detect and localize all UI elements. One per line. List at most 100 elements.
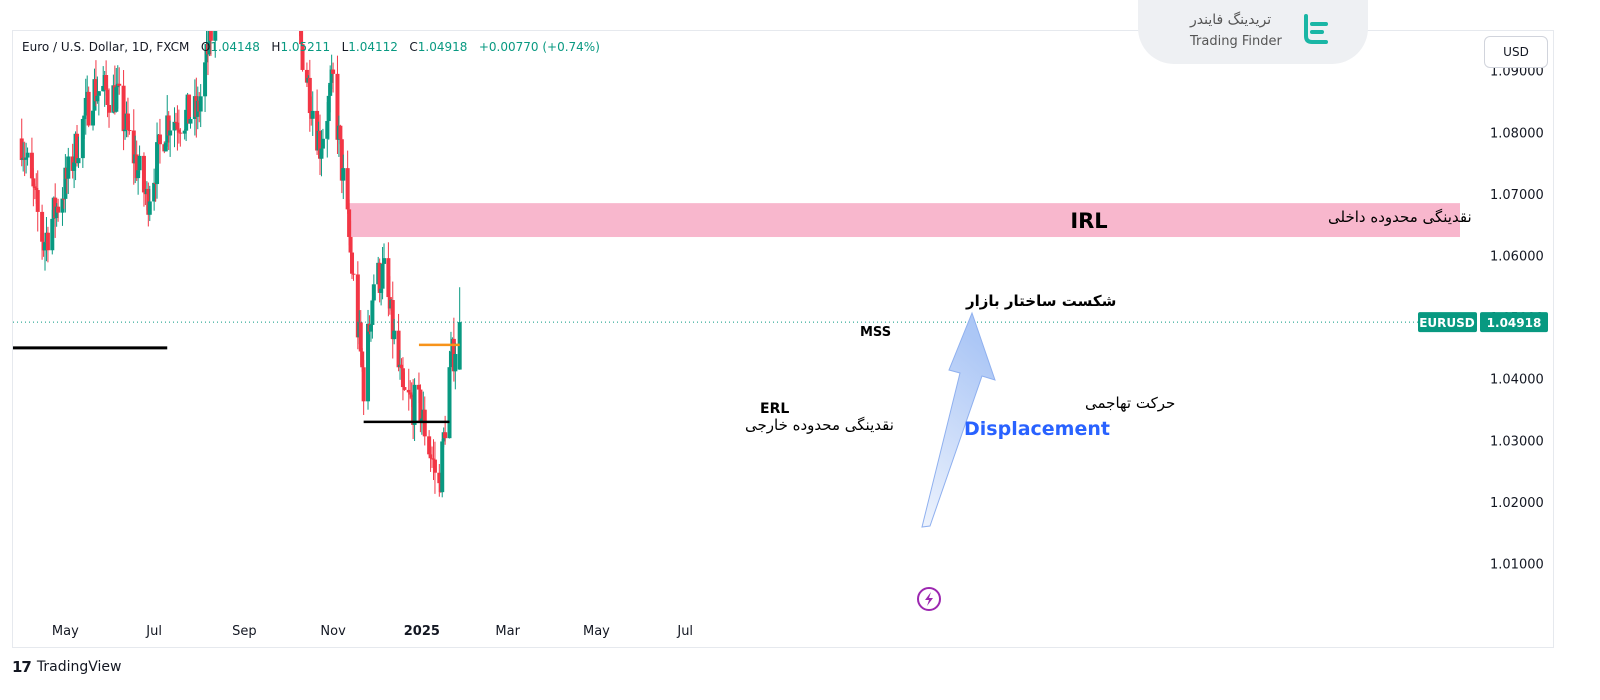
- candle: [392, 318, 397, 345]
- symbol-badge: [1418, 312, 1477, 333]
- candle: [295, 0, 299, 11]
- candle: [141, 152, 146, 207]
- displacement-arrow: [921, 311, 996, 528]
- candle: [418, 384, 423, 433]
- x-axis-label: May: [52, 624, 79, 639]
- candle: [107, 88, 112, 128]
- mss-label: MSS: [860, 325, 891, 340]
- candle: [152, 168, 157, 211]
- candle: [412, 378, 417, 441]
- x-axis-label: 2025: [404, 624, 440, 639]
- x-axis-label: Nov: [320, 624, 346, 639]
- trading-finder-logo-icon: [1304, 14, 1328, 44]
- symbol-title: Euro / U.S. Dollar, 1D, FXCM: [22, 40, 190, 54]
- candle: [361, 360, 366, 415]
- last-price-badge: [1480, 312, 1548, 333]
- y-axis-label: 1.08000: [1490, 126, 1544, 141]
- candle: [117, 67, 122, 95]
- x-axis-label: Jul: [145, 624, 162, 639]
- tradingview-logo-text: TradingView: [36, 659, 122, 675]
- candle: [341, 154, 346, 200]
- y-axis-label: 1.06000: [1490, 250, 1544, 265]
- irl-zone: [349, 203, 1461, 238]
- candle: [318, 114, 323, 175]
- candle: [182, 128, 187, 140]
- candle: [83, 78, 88, 135]
- candle: [188, 117, 193, 129]
- candle: [399, 358, 404, 369]
- candle: [80, 115, 85, 168]
- candle: [453, 342, 458, 390]
- candle: [432, 441, 437, 494]
- candle: [176, 109, 181, 144]
- candle: [351, 257, 356, 281]
- displacement-label: Displacement: [964, 418, 1110, 440]
- candle: [406, 368, 411, 411]
- candle: [331, 62, 336, 93]
- candle: [76, 136, 81, 168]
- symbol-legend: Euro / U.S. Dollar, 1D, FXCM O1.04148 H1…: [22, 40, 600, 54]
- candle: [63, 154, 68, 213]
- candle: [457, 287, 462, 370]
- candle: [390, 281, 395, 359]
- x-axis-label: Mar: [495, 624, 520, 639]
- candle: [339, 138, 344, 194]
- candle: [157, 118, 162, 164]
- candle: [45, 226, 50, 263]
- candle: [377, 258, 382, 303]
- candle: [137, 145, 142, 175]
- irl-label-fa: نقدینگی محدوده داخلی: [1328, 208, 1472, 226]
- y-axis-label: 1.04000: [1490, 373, 1544, 388]
- irl-label: IRL: [1070, 209, 1107, 233]
- tradingview-logo-icon: 17: [12, 658, 32, 676]
- candle: [400, 357, 405, 401]
- candle: [296, 0, 300, 16]
- y-axis-label: 1.01000: [1490, 558, 1544, 573]
- candle: [86, 86, 91, 128]
- open-value: 1.04148: [210, 40, 260, 54]
- brand-tab: [1138, 0, 1368, 64]
- close-label: C: [409, 40, 418, 54]
- candle: [299, 31, 301, 37]
- candle: [66, 147, 71, 194]
- candle: [104, 60, 109, 96]
- symbol-badge-label: EURUSD: [1419, 316, 1475, 330]
- candle: [350, 241, 355, 279]
- low-value: 1.04112: [348, 40, 398, 54]
- candle: [213, 31, 218, 58]
- candle: [380, 246, 385, 300]
- erl-label-fa: نقدینگی محدوده خارجی: [745, 416, 894, 434]
- close-value: 1.04918: [417, 40, 468, 54]
- candle: [382, 243, 387, 267]
- tradingview-logo[interactable]: 17 TradingView: [12, 658, 121, 676]
- candle: [175, 105, 180, 151]
- high-value: 1.05211: [280, 40, 331, 54]
- lightning-event-icon[interactable]: [917, 587, 941, 611]
- last-price-badge-label: 1.04918: [1487, 316, 1542, 330]
- candle: [431, 439, 436, 481]
- candle: [319, 130, 324, 177]
- candle: [371, 274, 376, 303]
- y-axis-label: 1.02000: [1490, 496, 1544, 511]
- candle: [345, 150, 350, 214]
- candle: [168, 120, 173, 157]
- candle: [187, 94, 192, 124]
- candle: [24, 142, 29, 174]
- candle: [396, 313, 401, 372]
- mss-label-fa: شکست ساختار بازار: [965, 292, 1116, 310]
- candle: [310, 91, 315, 136]
- candle: [173, 112, 178, 124]
- candle: [368, 323, 373, 342]
- candle: [95, 76, 100, 104]
- candle: [32, 183, 37, 200]
- candle: [147, 185, 152, 222]
- candle: [216, 0, 220, 28]
- currency-button[interactable]: USD: [1484, 36, 1548, 68]
- open-label: O: [200, 40, 211, 54]
- candle: [114, 67, 119, 113]
- candle: [290, 0, 294, 1]
- candle: [29, 137, 34, 180]
- candle: [440, 439, 445, 498]
- candle: [172, 107, 177, 148]
